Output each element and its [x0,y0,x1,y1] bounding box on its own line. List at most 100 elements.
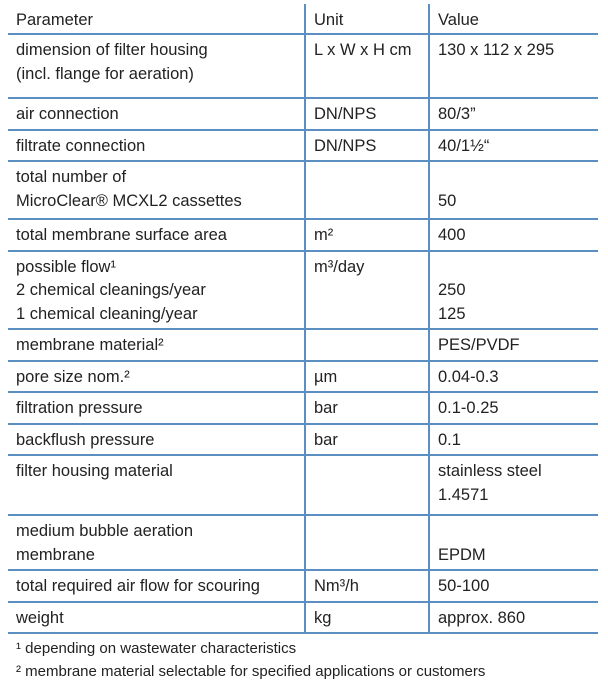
unit-cell-line: m³/day [314,257,365,276]
value-cell-line: 1.4571 [438,485,489,504]
parameter-table: Parameter Unit Value dimension of filter… [8,4,598,634]
table-row: medium bubble aeration membrane EPDM [8,515,598,570]
unit-cell: DN/NPS [304,129,429,161]
value-cell: 400 [428,219,598,251]
value-cell-line: 50 [438,191,457,210]
parameter-cell: possible flow¹ 2 chemical cleanings/year 1… [8,251,305,330]
table-row: filtration pressure bar 0.1-0.25 [8,392,598,424]
value-cell-line: 250 [438,281,466,299]
value-cell: approx. 860 [428,601,598,633]
footnote-2: ² membrane material selectable for speci… [16,663,486,680]
unit-cell: m³/day [304,250,429,329]
parameter-cell-line: (incl. flange for aeration) [16,64,194,83]
table-row: total number of MicroClear® MCXL2 cassett… [8,161,598,219]
parameter-cell: backflush pressure [8,424,305,456]
value-cell-line: 80/3” [438,105,476,123]
unit-cell: bar [304,423,429,455]
value-cell: PES/PVDF [428,329,598,361]
table-row: dimension of filter housing (incl. flange… [8,34,598,98]
unit-cell [304,455,429,515]
table-row: pore size nom.² µm 0.04-0.3 [8,360,598,393]
table-row: membrane material² PES/PVDF [8,329,598,361]
value-cell: 0.04-0.3 [428,360,598,392]
unit-cell-line: m² [314,226,334,244]
parameter-cell-line: total number of [16,168,127,186]
table-row: filtrate connection DN/NPS 40/1½“ [8,129,598,162]
value-cell-line: 130 x 112 x 295 [438,41,555,59]
unit-cell-line [314,520,420,544]
header-value: Value [428,4,598,34]
table-row: total membrane surface area m² 400 [8,219,598,251]
value-cell-line: EPDM [438,545,486,564]
value-cell: 50-100 [428,570,598,602]
parameter-cell-line: possible flow¹ [16,257,116,276]
table-row: air connection DN/NPS 80/3” [8,98,598,130]
parameter-cell: filter housing material [8,455,305,515]
parameter-cell-line: 1 chemical cleaning/year [16,304,198,323]
value-cell-line: 0.1 [438,430,461,449]
value-cell: 80/3” [428,98,598,130]
value-cell: 250 125 [428,250,598,329]
value-cell: 40/1½“ [428,129,598,161]
value-cell-line: PES/PVDF [438,336,520,354]
value-cell: 130 x 112 x 295 [428,34,598,98]
value-cell: EPDM [428,515,598,570]
parameter-cell-line: 2 chemical cleanings/year [16,281,206,299]
header-parameter: Parameter [16,11,94,29]
unit-cell-line: µm [314,367,338,386]
unit-cell: kg [304,601,429,633]
value-cell: stainless steel 1.4571 [428,455,598,515]
unit-cell-line: bar [314,430,338,449]
table-row: filter housing material stainless steel 1… [8,455,598,515]
parameter-cell: total membrane surface area [8,219,305,251]
parameter-cell-line: filter housing material [16,462,173,480]
unit-cell [304,515,429,570]
unit-cell: L x W x H cm [304,34,429,98]
value-cell: 0.1-0.25 [428,392,598,424]
parameter-cell-line: medium bubble aeration [16,522,194,540]
parameter-cell-line: dimension of filter housing [16,41,208,59]
unit-cell-line [314,166,420,190]
value-cell-line: 0.1-0.25 [438,399,499,417]
parameter-cell: total number of MicroClear® MCXL2 cassett… [8,161,305,219]
parameter-cell: dimension of filter housing (incl. flange… [8,34,305,98]
unit-cell-line: L x W x H cm [314,41,412,59]
value-cell-line [438,256,590,280]
value-cell: 0.1 [428,423,598,455]
unit-cell [304,161,429,219]
parameter-cell: medium bubble aeration membrane [8,515,305,570]
unit-cell: DN/NPS [304,98,429,130]
parameter-cell: air connection [8,98,305,130]
value-cell-line: 50-100 [438,577,490,595]
parameter-cell-line: weight [16,608,64,627]
footnote-1: ¹ depending on wastewater characteristic… [16,640,297,657]
table-row: possible flow¹ 2 chemical cleanings/year 1… [8,250,598,330]
parameter-cell: filtrate connection [8,130,305,162]
parameter-cell-line: filtrate connection [16,136,146,155]
unit-cell-line: kg [314,608,332,627]
value-cell-line [438,520,590,544]
parameter-cell-line: MicroClear® MCXL2 cassettes [16,191,242,210]
parameter-cell-line: pore size nom.² [16,367,130,386]
value-cell-line: approx. 860 [438,608,526,627]
parameter-cell-line: filtration pressure [16,399,143,417]
parameter-cell: membrane material² [8,329,305,361]
value-cell-line: 400 [438,226,466,244]
unit-cell-line: DN/NPS [314,105,377,123]
parameter-cell-line: backflush pressure [16,430,155,449]
parameter-cell: pore size nom.² [8,361,305,393]
value-cell-line: 40/1½“ [438,136,490,155]
parameter-cell-line: membrane material² [16,336,164,354]
table-row: backflush pressure bar 0.1 [8,423,598,456]
header-row: Parameter Unit Value [8,4,598,34]
table-row: total required air flow for scouring Nm³/… [8,570,598,602]
header-unit: Unit [304,4,429,34]
value-cell: 50 [428,161,598,219]
unit-cell [304,329,429,361]
unit-cell: Nm³/h [304,570,429,602]
unit-cell-line: DN/NPS [314,136,377,155]
parameter-cell-line: total required air flow for scouring [16,577,260,595]
unit-cell-line [314,334,420,358]
parameter-cell-line: air connection [16,105,119,123]
unit-cell: µm [304,360,429,392]
